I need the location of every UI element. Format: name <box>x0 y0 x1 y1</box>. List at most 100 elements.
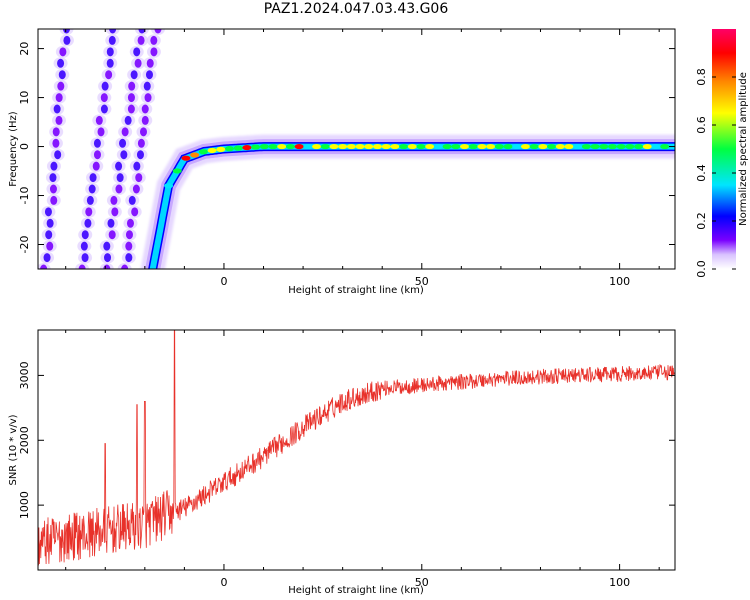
tone-core <box>251 144 261 150</box>
tone-core <box>329 143 339 150</box>
snr-plot-area <box>38 330 675 570</box>
alias-blob <box>107 218 115 228</box>
tone-core <box>503 143 513 150</box>
tone-core <box>399 143 409 150</box>
tone-core <box>477 143 487 150</box>
alias-blob <box>53 104 61 114</box>
alias-blob <box>93 150 101 160</box>
tone-core <box>529 143 539 150</box>
alias-blob <box>150 35 158 45</box>
tone-core <box>625 143 635 150</box>
tone-core <box>172 168 182 174</box>
snr-xlabel: Height of straight line (km) <box>288 585 424 596</box>
alias-blob <box>62 29 70 34</box>
tone-core <box>303 143 313 150</box>
alias-blob <box>93 138 101 148</box>
alias-blob <box>57 58 65 68</box>
tone-core <box>216 146 226 152</box>
alias-blob <box>137 35 145 45</box>
snr-series-line <box>38 330 675 566</box>
spectrogram-xlabel: Height of straight line (km) <box>288 285 424 296</box>
alias-blob <box>55 93 63 103</box>
alias-blob <box>59 47 67 57</box>
alias-blob <box>40 264 48 269</box>
tone-core <box>372 143 382 150</box>
spectrogram-frame <box>37 28 676 270</box>
tone-core <box>512 143 522 150</box>
alias-blob <box>137 138 145 148</box>
figure-title: PAZ1.2024.047.03.43.G06 <box>263 1 449 17</box>
tone-core <box>460 143 470 150</box>
tone-core <box>642 143 652 150</box>
alias-blob <box>95 115 103 125</box>
tone-core <box>268 143 278 150</box>
alias-blob <box>131 207 139 217</box>
spectrogram-ytick-label: -20 <box>18 236 31 254</box>
alias-blob <box>130 70 138 80</box>
alias-blob <box>134 58 142 68</box>
tone-core <box>294 143 304 150</box>
alias-blob <box>52 138 60 148</box>
spectrogram-ytick-label: 20 <box>18 42 31 56</box>
tone-core <box>416 143 426 150</box>
tone-core <box>390 143 400 150</box>
alias-blob <box>46 218 54 228</box>
alias-blob <box>101 81 109 91</box>
tone-core <box>224 146 234 152</box>
alias-blob <box>109 29 117 34</box>
alias-blob <box>128 81 136 91</box>
tone-core <box>468 143 478 150</box>
tone-core <box>207 147 217 154</box>
spectrogram-xtick-label: 100 <box>609 275 630 288</box>
snr-ticks: 0 50 100 1000 2000 3000 <box>18 330 675 589</box>
tone-core <box>573 143 583 150</box>
alias-blob <box>97 127 105 137</box>
tone-core <box>442 143 452 150</box>
spectrogram-panel: 0 50 100 -20 -10 0 10 20 Height of straight lin… <box>8 28 676 296</box>
tone-core <box>555 143 565 150</box>
colorbar-ticks: 0.0 0.2 0.4 0.6 0.8 <box>695 68 736 278</box>
alias-blob <box>108 35 116 45</box>
alias-blob <box>86 195 94 205</box>
tone-core <box>338 143 348 150</box>
tone-core <box>494 143 504 150</box>
tone-core <box>355 143 365 150</box>
alias-blob <box>133 161 141 171</box>
tone-core <box>164 183 174 189</box>
alias-blob <box>46 241 54 251</box>
alias-blob <box>146 58 154 68</box>
tone-core <box>181 155 191 161</box>
colorbar-tick-label: 0.0 <box>695 260 708 278</box>
tone-core <box>259 143 269 150</box>
alias-blob <box>127 93 135 103</box>
alias-blob <box>132 184 140 194</box>
alias-blob <box>100 104 108 114</box>
tone-core <box>564 143 574 150</box>
alias-blob <box>81 253 89 263</box>
alias-blob <box>84 218 92 228</box>
alias-blob <box>78 264 86 269</box>
alias-blob <box>89 173 97 183</box>
snr-ytick-label: 3000 <box>18 361 31 389</box>
alias-blob <box>57 81 65 91</box>
alias-blob <box>81 230 89 240</box>
tone-core <box>364 143 374 150</box>
spectrogram-ytick-label: 0 <box>18 143 31 150</box>
colorbar: 0.0 0.2 0.4 0.6 0.8 Normalized spectral ampl… <box>695 29 749 278</box>
alias-blob <box>52 127 60 137</box>
alias-blob <box>88 184 96 194</box>
snr-frame <box>37 329 676 571</box>
alias-blob <box>128 195 136 205</box>
alias-blob <box>125 230 133 240</box>
alias-blob <box>119 138 127 148</box>
alias-blob <box>125 253 133 263</box>
tone-core <box>277 143 287 150</box>
alias-blob <box>45 230 53 240</box>
tone-core <box>190 152 200 158</box>
colorbar-tick-label: 0.6 <box>695 116 708 134</box>
snr-panel: 0 50 100 1000 2000 3000 Height of straight li… <box>8 329 676 596</box>
alias-blob <box>124 115 132 125</box>
snr-xtick-label: 100 <box>609 576 630 589</box>
alias-blob <box>49 173 57 183</box>
spectrogram-ticks: 0 50 100 -20 -10 0 10 20 <box>18 29 675 288</box>
